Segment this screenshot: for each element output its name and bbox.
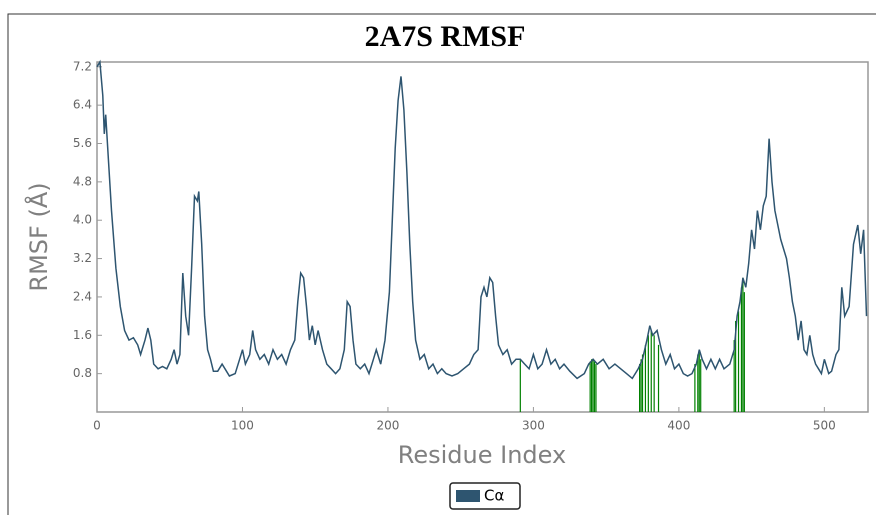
x-axis-label: Residue Index (398, 441, 566, 469)
panel-border (7, 13, 876, 519)
rmsf-line (96, 59, 868, 380)
plot-frame (96, 61, 869, 413)
y-tick-label: 6.4 (73, 98, 92, 112)
y-axis-label: RMSF (Å) (24, 182, 53, 291)
x-tick-label: 100 (231, 419, 254, 433)
x-tick-label: 500 (813, 419, 836, 433)
y-tick-label: 4.0 (73, 213, 92, 227)
legend-swatch (456, 490, 480, 502)
y-tick-label: 7.2 (73, 59, 92, 73)
x-tick-label: 300 (522, 419, 545, 433)
x-tick-label: 400 (667, 419, 690, 433)
x-tick-label: 0 (93, 419, 101, 433)
y-tick-label: 0.8 (73, 366, 92, 380)
y-tick-label: 5.6 (73, 136, 92, 150)
legend-label: Cα (484, 487, 504, 505)
y-tick-label: 3.2 (73, 251, 92, 265)
legend-box (449, 482, 521, 510)
x-tick-label: 200 (376, 419, 399, 433)
chart-title: 2A7S RMSF (365, 20, 526, 53)
y-tick-label: 4.8 (73, 174, 92, 188)
y-tick-label: 2.4 (73, 289, 92, 303)
legend: Cα (449, 482, 521, 510)
y-tick-label: 1.6 (73, 328, 92, 342)
